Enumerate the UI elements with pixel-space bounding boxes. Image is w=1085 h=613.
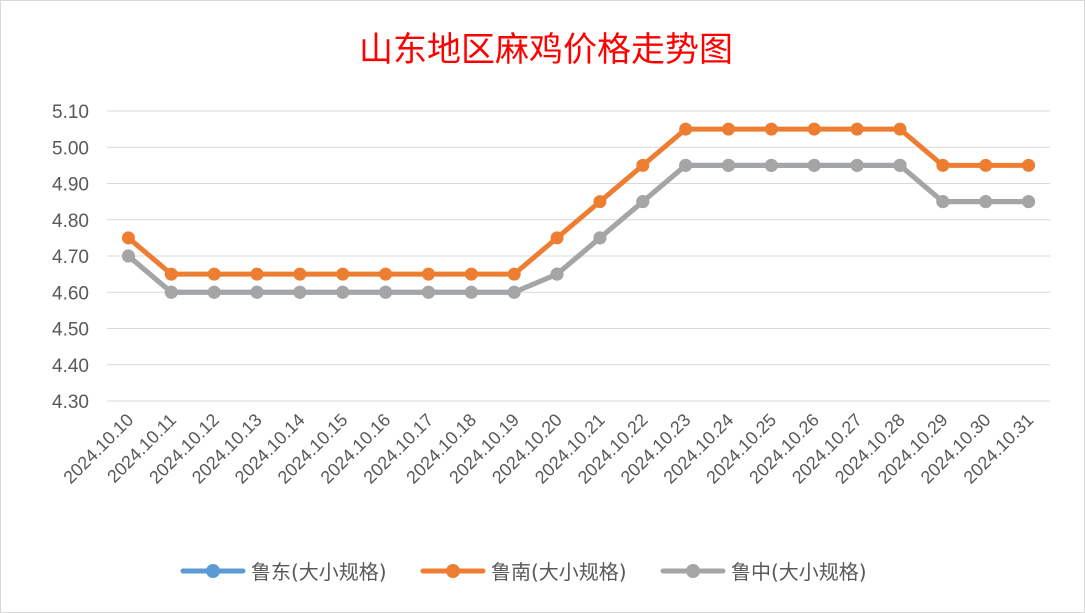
data-point <box>421 267 435 281</box>
data-point <box>807 122 821 136</box>
y-tick-label: 5.00 <box>52 138 89 159</box>
y-axis-ticks: 5.10 5.00 4.90 4.80 4.70 4.60 4.50 4.40 4.30 <box>52 102 89 413</box>
legend-label: 鲁东(大小规格) <box>251 560 387 584</box>
legend: 鲁东(大小规格) 鲁南(大小规格) 鲁中(大小规格) <box>180 560 867 584</box>
series-2 <box>121 122 1036 281</box>
data-point <box>550 231 564 245</box>
data-point <box>379 267 393 281</box>
legend-item-2: 鲁南(大小规格) <box>420 560 627 584</box>
data-point <box>636 158 650 172</box>
series-line <box>125 162 1032 295</box>
data-point <box>164 267 178 281</box>
series-line <box>125 126 1032 277</box>
data-point <box>679 122 693 136</box>
legend-marker <box>446 564 460 578</box>
data-point <box>207 267 221 281</box>
series-lines <box>121 122 1036 299</box>
data-point <box>679 158 693 172</box>
data-point <box>764 122 778 136</box>
data-point <box>979 195 993 209</box>
data-point <box>207 285 221 299</box>
legend-label: 鲁南(大小规格) <box>491 560 627 584</box>
data-point <box>936 158 950 172</box>
data-point <box>507 267 521 281</box>
data-point <box>1022 158 1036 172</box>
data-point <box>421 285 435 299</box>
data-point <box>250 285 264 299</box>
legend-label: 鲁中(大小规格) <box>731 560 867 584</box>
data-point <box>293 267 307 281</box>
data-point <box>250 267 264 281</box>
y-tick-label: 4.40 <box>52 356 89 377</box>
y-tick-label: 4.60 <box>52 283 89 304</box>
data-point <box>936 195 950 209</box>
data-point <box>336 267 350 281</box>
data-point <box>164 285 178 299</box>
y-tick-label: 5.10 <box>52 102 89 123</box>
y-tick-label: 4.80 <box>52 211 89 232</box>
data-point <box>722 158 736 172</box>
y-tick-label: 4.90 <box>52 175 89 196</box>
data-point <box>507 285 521 299</box>
data-point <box>636 195 650 209</box>
y-tick-label: 4.50 <box>52 320 89 341</box>
legend-marker <box>686 564 700 578</box>
data-point <box>550 267 564 281</box>
data-point <box>722 122 736 136</box>
data-point <box>121 249 135 263</box>
chart-title: 山东地区麻鸡价格走势图 <box>359 30 733 70</box>
data-point <box>850 158 864 172</box>
data-point <box>379 285 393 299</box>
legend-item-3: 鲁中(大小规格) <box>660 560 867 584</box>
data-point <box>1022 195 1036 209</box>
x-axis-ticks: 2024.10.102024.10.112024.10.122024.10.13… <box>59 410 1037 488</box>
data-point <box>336 285 350 299</box>
y-tick-label: 4.70 <box>52 247 89 268</box>
data-point <box>979 158 993 172</box>
data-point <box>807 158 821 172</box>
data-point <box>593 231 607 245</box>
data-point <box>121 231 135 245</box>
y-tick-label: 4.30 <box>52 392 89 413</box>
data-point <box>593 195 607 209</box>
data-point <box>893 122 907 136</box>
legend-marker <box>206 564 220 578</box>
data-point <box>850 122 864 136</box>
data-point <box>464 267 478 281</box>
data-point <box>764 158 778 172</box>
data-point <box>293 285 307 299</box>
data-point <box>893 158 907 172</box>
data-point <box>464 285 478 299</box>
legend-item-1: 鲁东(大小规格) <box>180 560 387 584</box>
series-3 <box>121 158 1036 299</box>
